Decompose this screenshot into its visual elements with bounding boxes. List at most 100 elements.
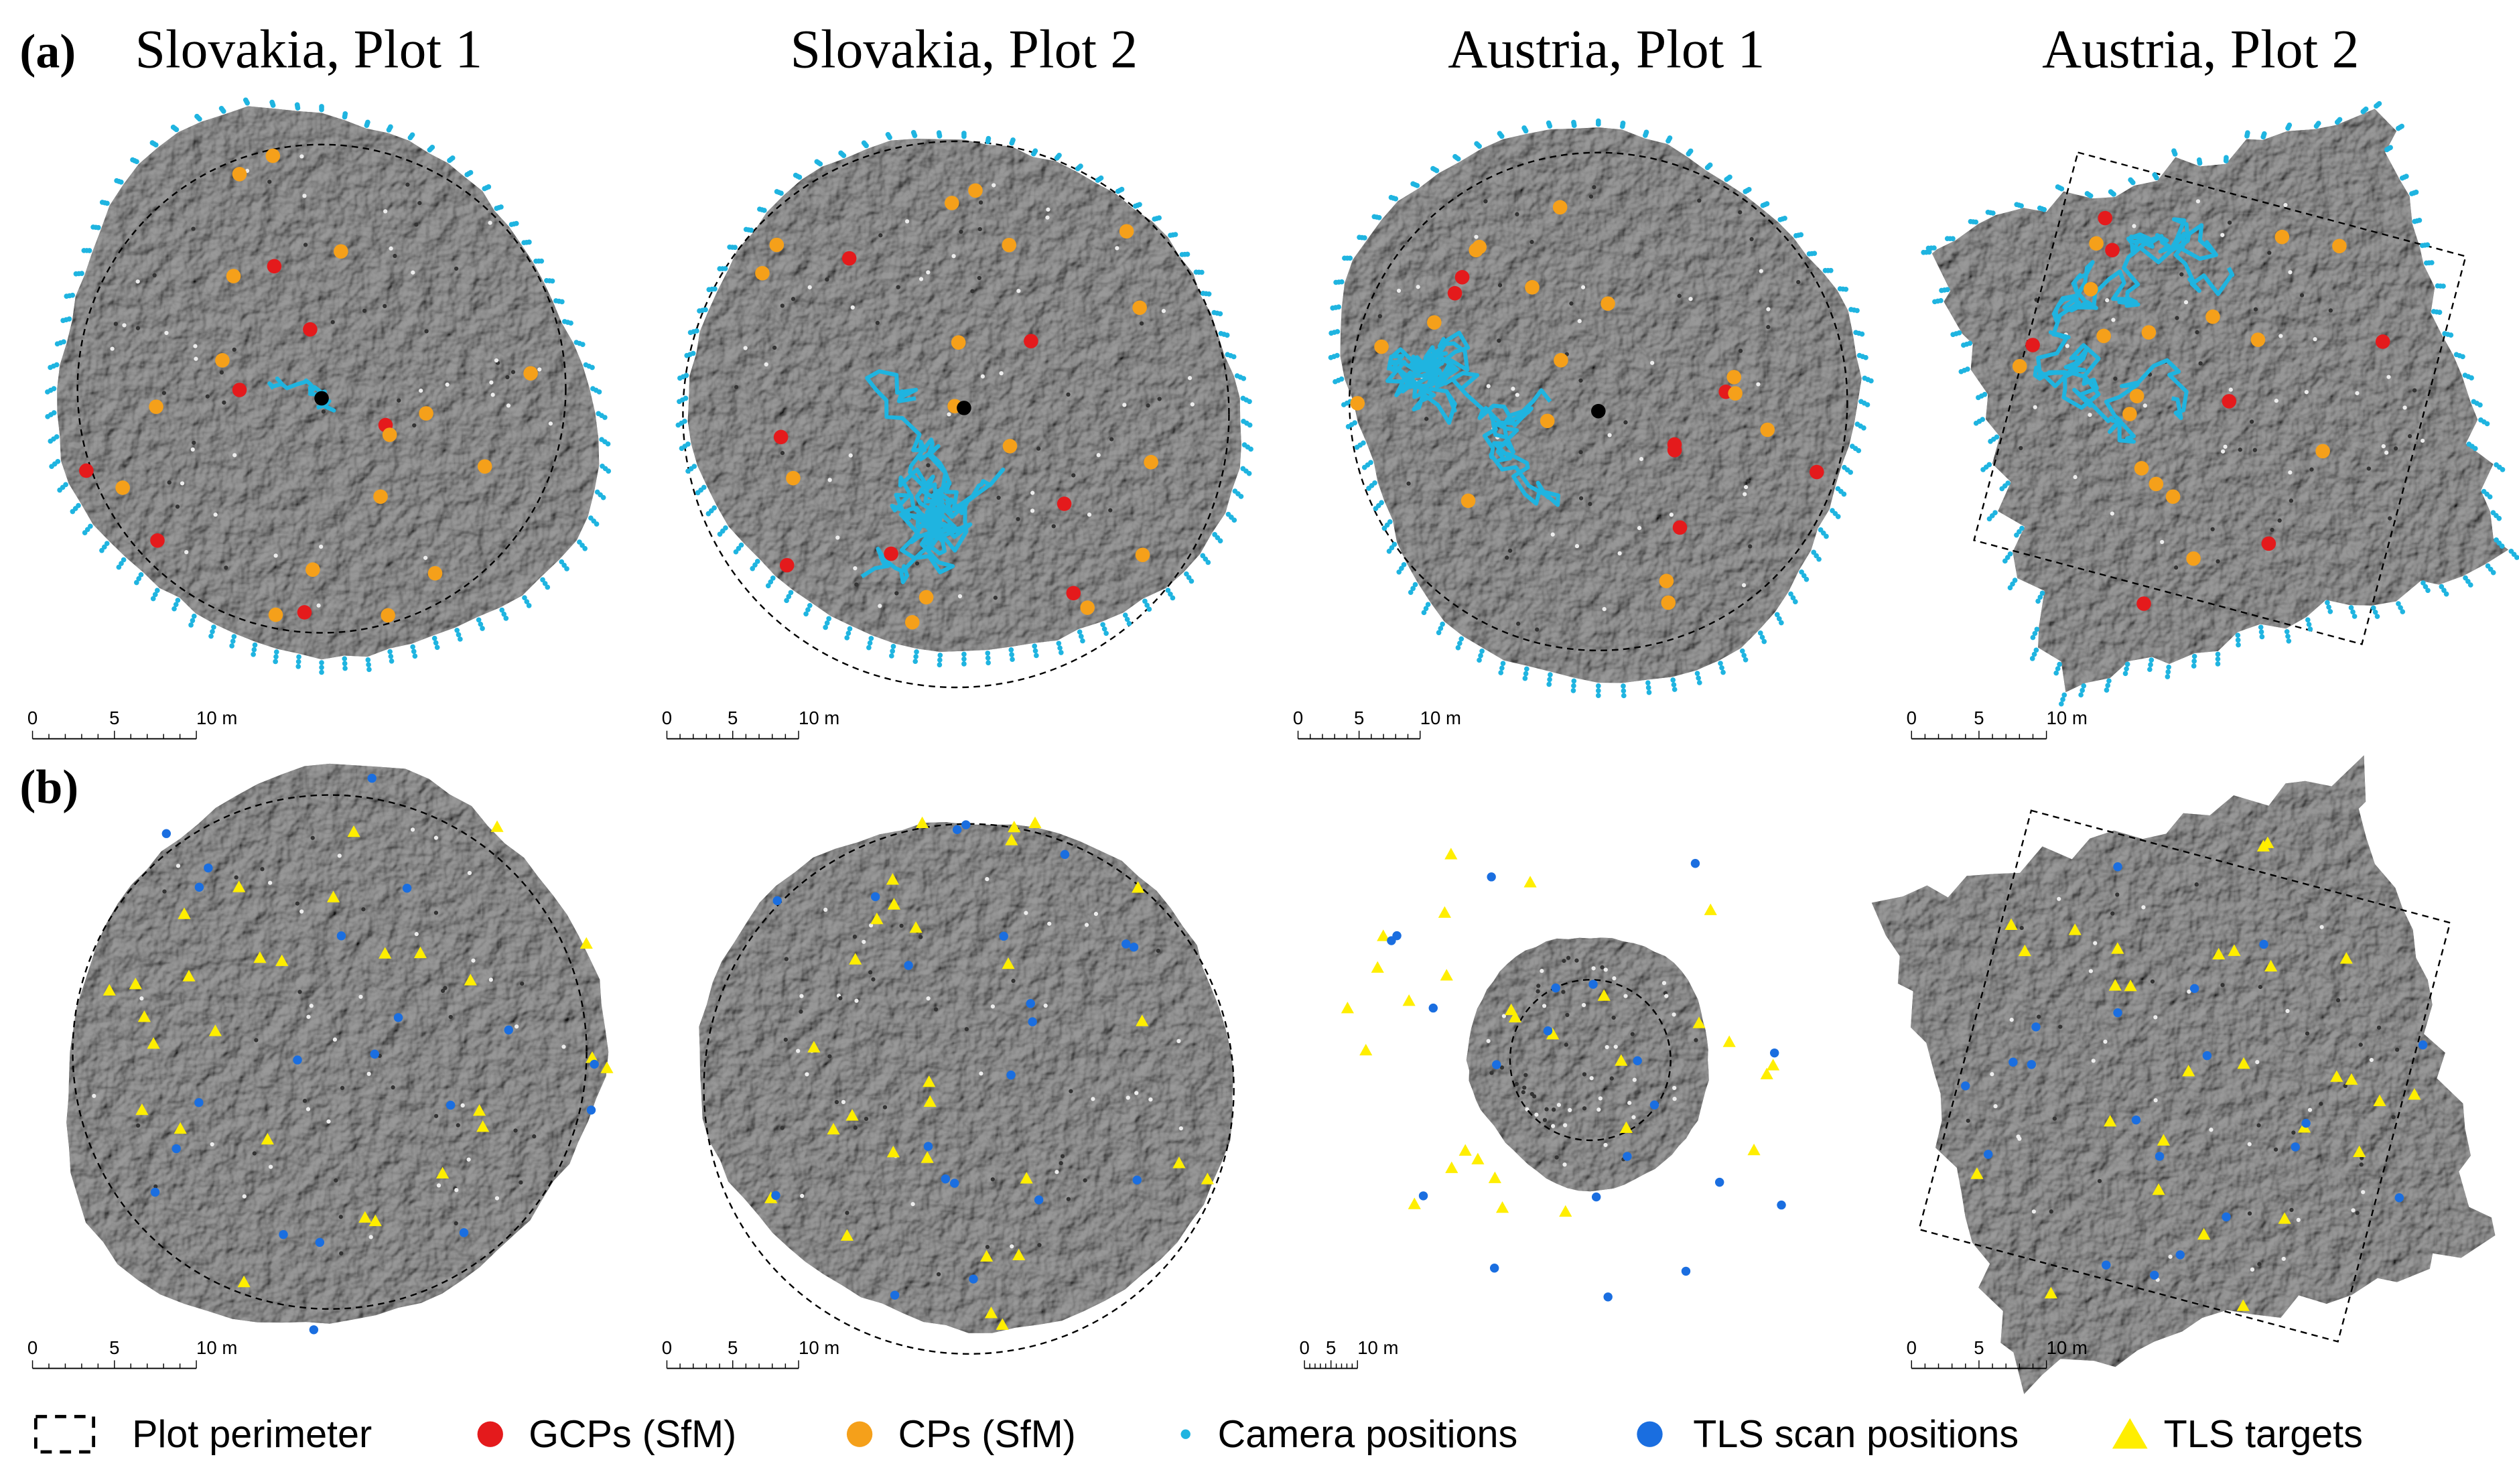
camera-position xyxy=(149,140,155,145)
gcp xyxy=(1447,285,1462,301)
camera-position xyxy=(590,364,595,370)
camera-position xyxy=(2404,174,2409,180)
tls-target xyxy=(232,880,246,892)
tree-stem xyxy=(1550,532,1555,537)
tls-scan-position xyxy=(293,1055,302,1065)
tls-scan-position xyxy=(2131,1115,2141,1125)
tls-scan-position xyxy=(1551,983,1560,993)
tls-target xyxy=(2264,959,2278,971)
cp xyxy=(755,265,770,281)
tls-scan-position xyxy=(2175,1250,2185,1260)
camera-position xyxy=(2215,656,2221,662)
tree-stem xyxy=(835,535,840,540)
tree-stem xyxy=(1598,1096,1603,1101)
camera-position xyxy=(847,626,853,632)
camera-position xyxy=(1921,249,1926,255)
camera-position xyxy=(1458,636,1465,642)
camera-position xyxy=(410,644,415,650)
tree-stem xyxy=(1766,325,1771,330)
camera-position xyxy=(1206,291,1212,297)
tree-stem xyxy=(1071,473,1076,478)
camera-position xyxy=(1373,506,1379,511)
plot-perimeter xyxy=(682,140,1230,689)
camera-position xyxy=(133,580,139,586)
camera-position xyxy=(1939,287,1944,293)
camera-position xyxy=(1790,595,1796,601)
tree-stem xyxy=(466,1157,471,1162)
camera-position xyxy=(824,620,830,626)
camera-position xyxy=(1859,331,1865,337)
camera-position xyxy=(2124,661,2130,667)
camera-position xyxy=(1803,576,1810,582)
camera-position xyxy=(838,150,843,156)
camera-position xyxy=(1973,420,1979,426)
camera-position xyxy=(1122,612,1128,618)
tree-stem xyxy=(993,596,998,600)
scale-label: 10 m xyxy=(2047,707,2088,728)
tls-target xyxy=(984,1306,998,1319)
tls-scan-position xyxy=(2102,1260,2111,1270)
scale-label: 5 xyxy=(1974,1337,1984,1358)
tree-stem xyxy=(1552,1107,1556,1112)
tree-stem xyxy=(2238,448,2242,452)
camera-position xyxy=(501,611,507,617)
tree-stem xyxy=(1738,210,1743,214)
camera-position xyxy=(2413,190,2419,195)
camera-position xyxy=(2104,687,2110,693)
tree-stem xyxy=(1096,453,1101,458)
camera-position xyxy=(319,669,324,675)
camera-position xyxy=(985,651,991,656)
camera-position xyxy=(1386,548,1392,554)
tree-stem xyxy=(853,566,858,571)
tree-stem xyxy=(996,495,1001,500)
camera-position xyxy=(2499,543,2505,549)
tree-stem xyxy=(242,1194,247,1199)
tree-stem xyxy=(2355,391,2360,395)
tree-stem xyxy=(362,308,367,313)
camera-position xyxy=(1670,677,1676,683)
tree-stem xyxy=(92,1093,96,1098)
tree-stem xyxy=(1534,1112,1539,1117)
tree-stem xyxy=(1514,1081,1519,1087)
gcp xyxy=(779,557,795,573)
gcp xyxy=(1066,586,1081,601)
plot-map xyxy=(1297,118,1874,740)
tls-target xyxy=(923,1075,936,1087)
tree-stem xyxy=(838,996,843,1001)
tree-stem xyxy=(2274,399,2278,403)
tree-stem xyxy=(852,935,858,939)
camera-position xyxy=(937,657,943,663)
camera-position xyxy=(211,624,216,630)
camera-position xyxy=(173,602,179,608)
tree-stem xyxy=(868,970,873,975)
tls-target xyxy=(347,825,360,837)
cp xyxy=(951,335,966,350)
tree-stem xyxy=(1511,387,1515,391)
camera-position xyxy=(412,653,418,659)
legend-tls-target xyxy=(2112,1418,2148,1449)
scale-label: 0 xyxy=(27,707,38,728)
camera-position xyxy=(251,651,256,657)
tree-stem xyxy=(1632,1077,1637,1082)
camera-position xyxy=(675,422,681,428)
camera-position xyxy=(524,599,530,604)
tree-stem xyxy=(1612,976,1617,981)
tls-scan-position xyxy=(2009,1057,2018,1067)
gcp xyxy=(303,322,318,337)
camera-position xyxy=(1968,218,1974,224)
camera-position xyxy=(697,308,702,314)
tls-scan-position xyxy=(370,1049,379,1059)
tree-stem xyxy=(1115,246,1119,251)
tree-stem xyxy=(2093,941,2098,945)
tree-stem xyxy=(2016,1134,2021,1139)
tree-stem xyxy=(780,451,785,456)
camera-position xyxy=(1032,648,1038,654)
tree-stem xyxy=(800,1193,805,1199)
camera-position xyxy=(1688,148,1694,154)
camera-position xyxy=(2437,310,2443,315)
tree-stem xyxy=(2223,444,2228,449)
cp xyxy=(769,237,785,253)
cp xyxy=(2096,328,2111,344)
cp xyxy=(427,565,443,581)
camera-position xyxy=(1798,232,1804,238)
